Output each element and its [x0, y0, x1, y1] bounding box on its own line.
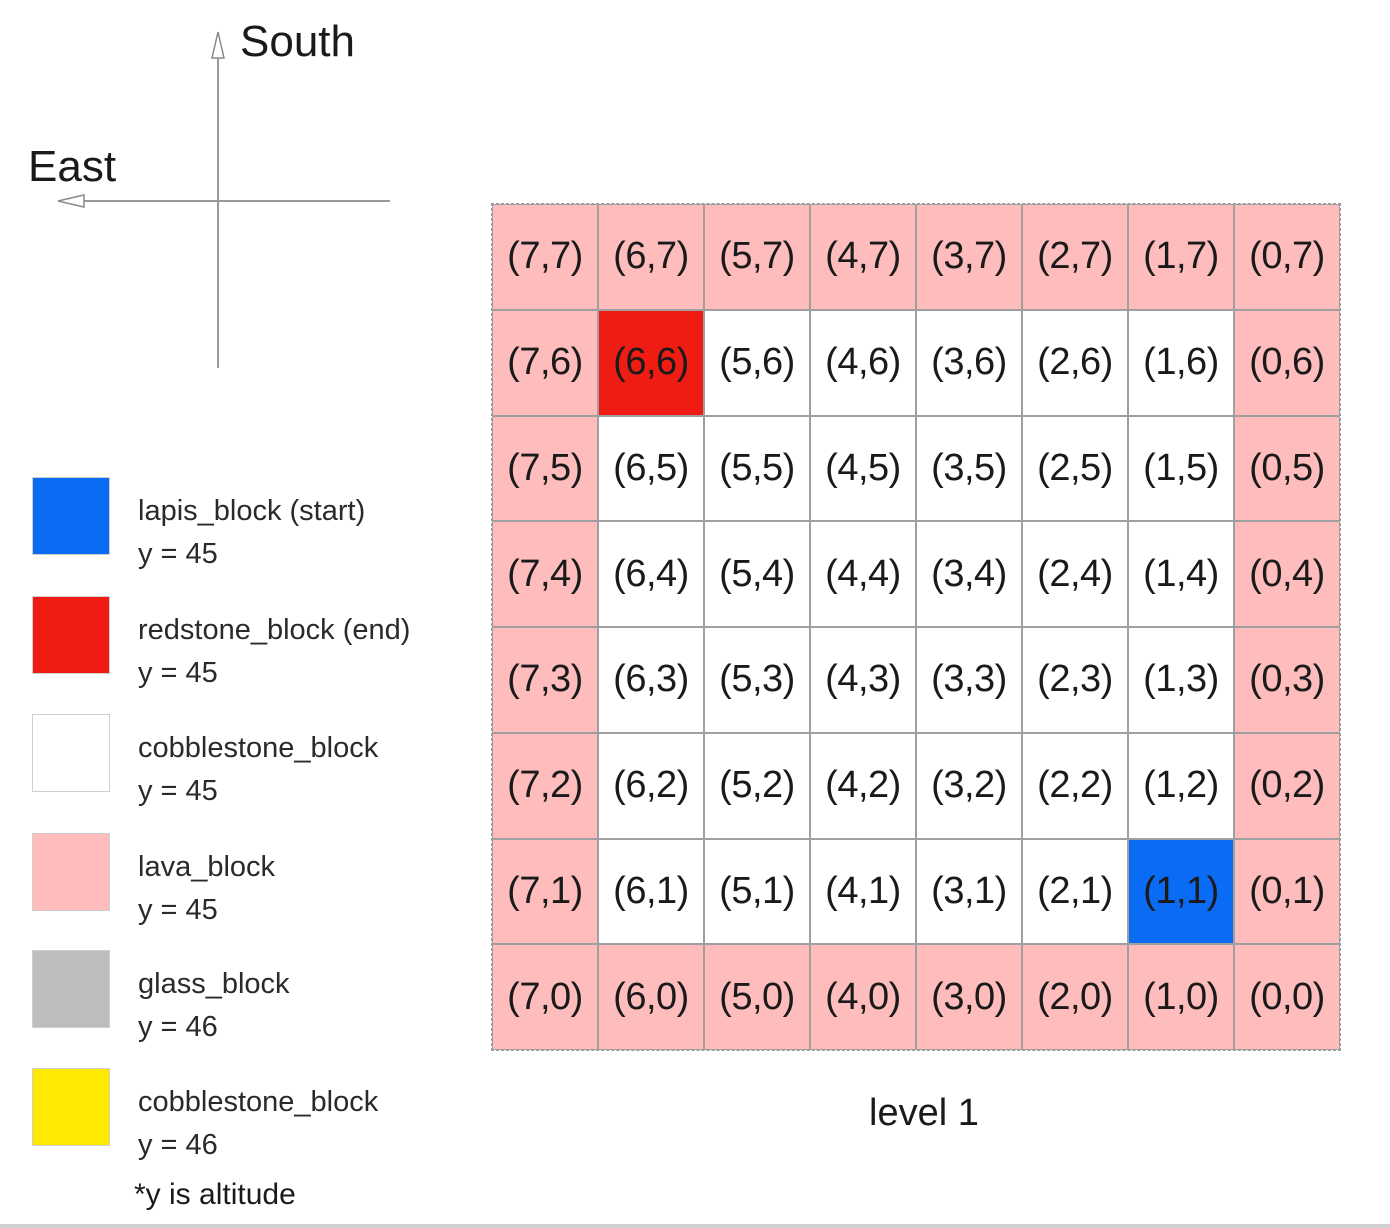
- grid-cell-cobblestone: (6,2): [598, 732, 704, 839]
- grid-cell-lava: (7,4): [492, 521, 598, 627]
- grid-cell-lava: (1,0): [1128, 944, 1234, 1050]
- compass: [57, 31, 390, 368]
- grid-cell-lava: (7,5): [492, 415, 598, 522]
- grid-cell-cobblestone: (3,2): [916, 732, 1022, 839]
- grid-cell-cobblestone: (6,5): [598, 415, 704, 522]
- grid-cell-cobblestone: (3,1): [916, 838, 1022, 945]
- legend-note: *y is altitude: [134, 1178, 296, 1211]
- legend-name: lava_block: [138, 851, 276, 883]
- grid-cell-cobblestone: (5,4): [704, 521, 810, 627]
- legend-swatch-lava: [32, 833, 110, 911]
- grid-cell-cobblestone: (2,1): [1022, 838, 1128, 945]
- grid-cell-cobblestone: (2,5): [1022, 415, 1128, 522]
- legend-swatch-cobblestone-46: [32, 1068, 110, 1146]
- legend-name: cobblestone_block: [138, 1086, 379, 1118]
- grid-cell-cobblestone: (5,2): [704, 732, 810, 839]
- grid-cell-lava: (5,7): [704, 204, 810, 310]
- grid-caption: level 1: [869, 1092, 979, 1134]
- grid-cell-lava: (0,2): [1234, 732, 1340, 839]
- grid-cell-cobblestone: (2,6): [1022, 309, 1128, 416]
- grid-cell-redstone: (6,6): [598, 309, 704, 416]
- grid-cell-cobblestone: (1,4): [1128, 521, 1234, 627]
- grid-cell-cobblestone: (6,4): [598, 521, 704, 627]
- grid-cell-lava: (0,0): [1234, 944, 1340, 1050]
- level-grid: (7,7) (6,7) (5,7) (4,7) (3,7) (2,7) (1,7) (0,7)…: [491, 203, 1341, 1051]
- grid-cell-lava: (7,6): [492, 309, 598, 416]
- grid-cell-cobblestone: (2,3): [1022, 627, 1128, 733]
- legend-altitude: y = 45: [138, 894, 218, 926]
- grid-cell-cobblestone: (4,1): [810, 838, 916, 945]
- legend-name: glass_block: [138, 968, 290, 1000]
- grid-cell-cobblestone: (3,3): [916, 627, 1022, 733]
- legend-swatch-cobblestone-45: [32, 714, 110, 792]
- south-arrow-icon: [211, 31, 225, 59]
- grid-cell-cobblestone: (1,6): [1128, 309, 1234, 416]
- grid-cell-lava: (0,3): [1234, 627, 1340, 733]
- bottom-divider: [0, 1224, 1390, 1228]
- grid-cell-cobblestone: (4,3): [810, 627, 916, 733]
- grid-cell-cobblestone: (6,3): [598, 627, 704, 733]
- legend-swatch-lapis: [32, 477, 110, 555]
- grid-cell-cobblestone: (6,1): [598, 838, 704, 945]
- legend-altitude: y = 45: [138, 775, 218, 807]
- east-arrow-icon: [57, 194, 85, 208]
- grid-cell-cobblestone: (1,3): [1128, 627, 1234, 733]
- grid-cell-lava: (6,0): [598, 944, 704, 1050]
- legend-name: cobblestone_block: [138, 732, 379, 764]
- grid-cell-cobblestone: (4,2): [810, 732, 916, 839]
- grid-cell-lava: (2,7): [1022, 204, 1128, 310]
- grid-cell-cobblestone: (3,4): [916, 521, 1022, 627]
- grid-cell-lava: (4,7): [810, 204, 916, 310]
- grid-cell-cobblestone: (3,5): [916, 415, 1022, 522]
- legend-altitude: y = 46: [138, 1129, 218, 1161]
- legend-name: redstone_block (end): [138, 614, 411, 646]
- legend-altitude: y = 45: [138, 538, 218, 570]
- legend-name: lapis_block (start): [138, 495, 366, 527]
- grid-cell-lava: (0,1): [1234, 838, 1340, 945]
- grid-cell-cobblestone: (5,6): [704, 309, 810, 416]
- grid-cell-cobblestone: (5,1): [704, 838, 810, 945]
- grid-cell-cobblestone: (5,5): [704, 415, 810, 522]
- grid-cell-lava: (5,0): [704, 944, 810, 1050]
- grid-cell-lava: (6,7): [598, 204, 704, 310]
- legend-swatch-glass: [32, 950, 110, 1028]
- grid-cell-cobblestone: (1,5): [1128, 415, 1234, 522]
- south-label: South: [240, 17, 355, 66]
- legend-altitude: y = 46: [138, 1011, 218, 1043]
- grid-cell-lapis: (1,1): [1128, 838, 1234, 945]
- grid-cell-cobblestone: (3,6): [916, 309, 1022, 416]
- legend-swatch-redstone: [32, 596, 110, 674]
- grid-cell-cobblestone: (5,3): [704, 627, 810, 733]
- legend-altitude: y = 45: [138, 657, 218, 689]
- grid-cell-cobblestone: (1,2): [1128, 732, 1234, 839]
- grid-cell-lava: (7,0): [492, 944, 598, 1050]
- grid-cell-lava: (7,1): [492, 838, 598, 945]
- grid-cell-lava: (0,4): [1234, 521, 1340, 627]
- east-label: East: [28, 142, 117, 191]
- grid-cell-cobblestone: (2,4): [1022, 521, 1128, 627]
- grid-cell-lava: (7,7): [492, 204, 598, 310]
- grid-cell-lava: (0,6): [1234, 309, 1340, 416]
- grid-cell-lava: (7,2): [492, 732, 598, 839]
- grid-cell-cobblestone: (4,5): [810, 415, 916, 522]
- grid-cell-lava: (7,3): [492, 627, 598, 733]
- grid-cell-lava: (3,7): [916, 204, 1022, 310]
- grid-cell-lava: (2,0): [1022, 944, 1128, 1050]
- grid-cell-cobblestone: (4,4): [810, 521, 916, 627]
- grid-cell-lava: (3,0): [916, 944, 1022, 1050]
- grid-cell-lava: (1,7): [1128, 204, 1234, 310]
- grid-cell-lava: (0,7): [1234, 204, 1340, 310]
- grid-cell-lava: (0,5): [1234, 415, 1340, 522]
- grid-cell-cobblestone: (4,6): [810, 309, 916, 416]
- grid-cell-cobblestone: (2,2): [1022, 732, 1128, 839]
- grid-cell-lava: (4,0): [810, 944, 916, 1050]
